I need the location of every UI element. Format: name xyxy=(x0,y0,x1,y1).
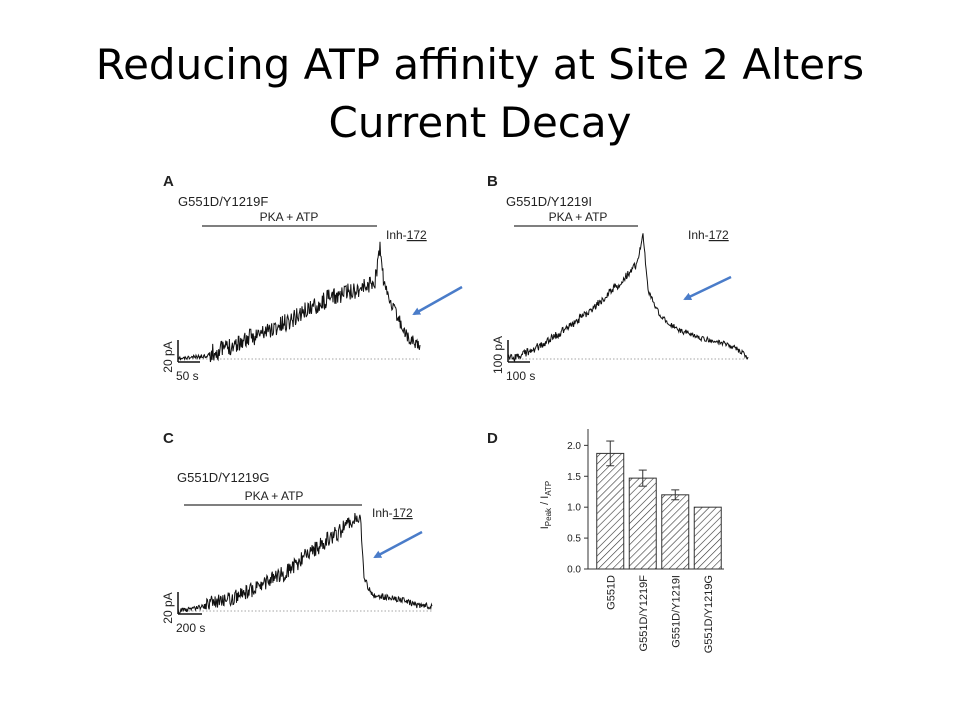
bar-chart-y-tick-label: 0.5 xyxy=(567,534,581,545)
panel-b-mutant-label: G551D/Y1219I xyxy=(506,194,592,209)
bar-chart-y-label: IPeak / IATP xyxy=(539,481,553,530)
panel-b-current-trace xyxy=(507,233,749,363)
bar-chart-y-tick-label: 0.0 xyxy=(567,565,581,576)
panel-b-arrow xyxy=(683,275,732,301)
bar-2 xyxy=(628,477,657,570)
slide-title: Reducing ATP affinity at Site 2 Alters C… xyxy=(60,36,900,152)
panel-b-letter: B xyxy=(487,173,498,190)
panel-a-letter: A xyxy=(163,173,174,190)
panel-c: C G551D/Y1219G PKA + ATP Inh-172 20 pA 2… xyxy=(161,430,433,635)
panel-b-scale-y-label: 100 pA xyxy=(491,336,505,374)
panel-c-inh-label: Inh-172 xyxy=(372,506,413,520)
panel-d: D 0.0 0.5 1.0 1.5 2.0 G551D G551D/Y1219F G551D/… xyxy=(487,429,724,653)
panel-c-pka-label: PKA + ATP xyxy=(245,489,304,503)
bar-chart-y-tick-label: 1.5 xyxy=(567,472,581,483)
panel-a-scale-y-label: 20 pA xyxy=(161,341,175,372)
panel-c-arrow xyxy=(373,530,423,559)
panel-a-arrow xyxy=(412,285,463,316)
bar-1-category-label: G551D xyxy=(605,575,617,610)
panel-a-mutant-label: G551D/Y1219F xyxy=(178,194,268,209)
bar-chart-y-tick-label: 2.0 xyxy=(567,441,581,452)
panel-b: B G551D/Y1219I PKA + ATP Inh-172 100 pA … xyxy=(487,173,749,383)
panel-c-mutant-label: G551D/Y1219G xyxy=(177,470,270,485)
panel-c-current-trace xyxy=(177,512,433,614)
panel-c-letter: C xyxy=(163,430,174,447)
panel-a-scale-x-label: 50 s xyxy=(176,369,199,383)
panel-c-scale-y-label: 20 pA xyxy=(161,592,175,623)
title-line-2: Current Decay xyxy=(328,98,632,147)
bar-3 xyxy=(661,494,690,570)
bar-4 xyxy=(693,506,722,570)
panel-d-letter: D xyxy=(487,430,498,447)
bar-chart: 0.0 0.5 1.0 1.5 2.0 G551D G551D/Y1219F G551D/Y1… xyxy=(567,429,724,653)
panel-b-pka-label: PKA + ATP xyxy=(549,210,608,224)
bar-3-category-label: G551D/Y1219I xyxy=(670,575,682,648)
panel-a-current-trace xyxy=(177,241,421,363)
panel-b-inh-label: Inh-172 xyxy=(688,228,729,242)
title-line-1: Reducing ATP affinity at Site 2 Alters xyxy=(95,40,865,89)
panel-b-scale-x-label: 100 s xyxy=(506,369,535,383)
panel-a: A G551D/Y1219F PKA + ATP Inh-172 20 pA 5… xyxy=(161,173,463,383)
bar-chart-y-tick-label: 1.0 xyxy=(567,503,581,514)
bar-4-category-label: G551D/Y1219G xyxy=(703,575,715,653)
panel-a-pka-label: PKA + ATP xyxy=(260,210,319,224)
panel-a-inh-label: Inh-172 xyxy=(386,228,427,242)
panel-c-scale-x-label: 200 s xyxy=(176,621,205,635)
bar-2-category-label: G551D/Y1219F xyxy=(638,575,650,652)
bar-1 xyxy=(596,452,625,570)
